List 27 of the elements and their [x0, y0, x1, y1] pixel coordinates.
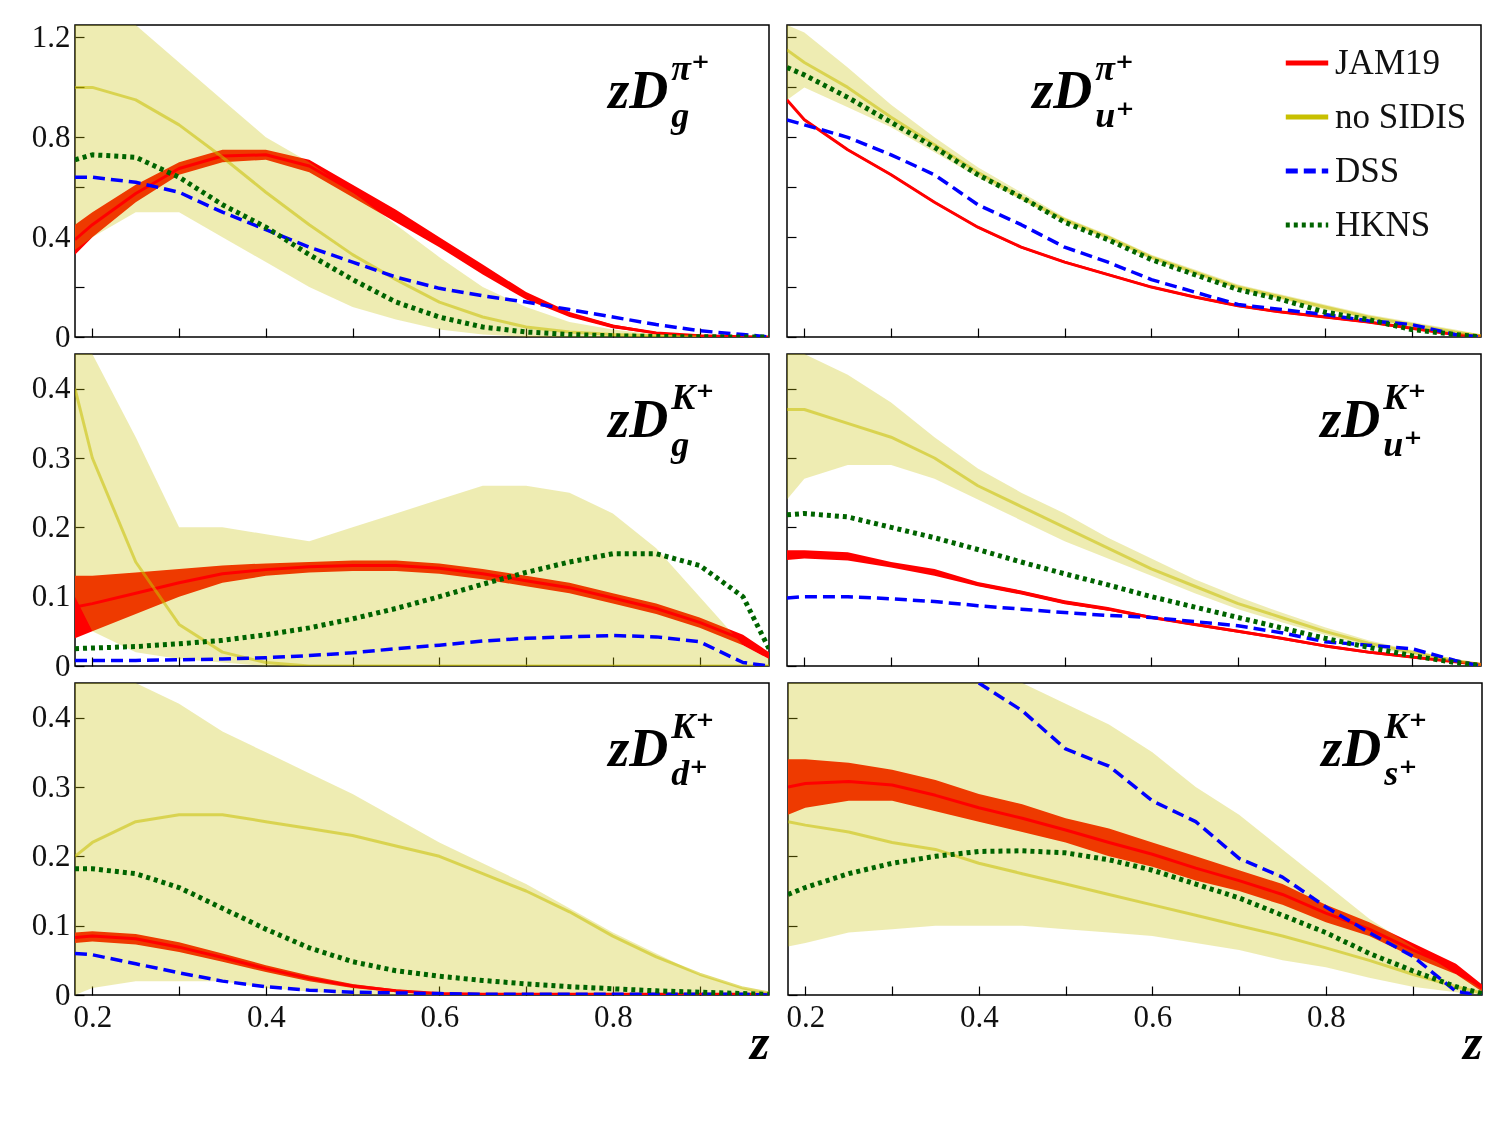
y-tick-label: 0	[55, 647, 71, 683]
x-tick-label: 0.8	[593, 998, 633, 1034]
y-tick-label: 0.8	[31, 118, 71, 154]
y-tick-label: 0.4	[31, 370, 71, 406]
x-tick-label: 0.4	[246, 998, 287, 1034]
x-tick-label: 0.6	[1133, 998, 1173, 1034]
x-tick-label: 0.8	[1306, 998, 1346, 1034]
x-axis-title: z	[748, 1013, 771, 1070]
y-tick-label: 0.1	[31, 907, 71, 943]
y-tick-label: 0.2	[31, 508, 71, 544]
y-tick-label: 0	[55, 976, 71, 1012]
legend-label: JAM19	[1335, 43, 1441, 82]
y-tick-label: 0	[55, 318, 71, 354]
legend-label: no SIDIS	[1335, 97, 1467, 136]
legend-label: DSS	[1335, 151, 1400, 190]
x-tick-label: 0.6	[420, 998, 460, 1034]
y-tick-label: 0.3	[31, 439, 71, 475]
y-tick-label: 0.4	[31, 699, 71, 735]
x-tick-label: 0.4	[959, 998, 1000, 1034]
x-tick-label: 0.2	[786, 998, 826, 1034]
legend-label: HKNS	[1335, 205, 1431, 244]
y-tick-label: 0.4	[31, 218, 71, 254]
y-tick-label: 1.2	[31, 18, 71, 54]
x-axis-title: z	[1461, 1013, 1484, 1070]
y-tick-label: 0.1	[31, 578, 71, 614]
y-tick-label: 0.2	[31, 837, 71, 873]
y-tick-label: 0.3	[31, 768, 71, 804]
